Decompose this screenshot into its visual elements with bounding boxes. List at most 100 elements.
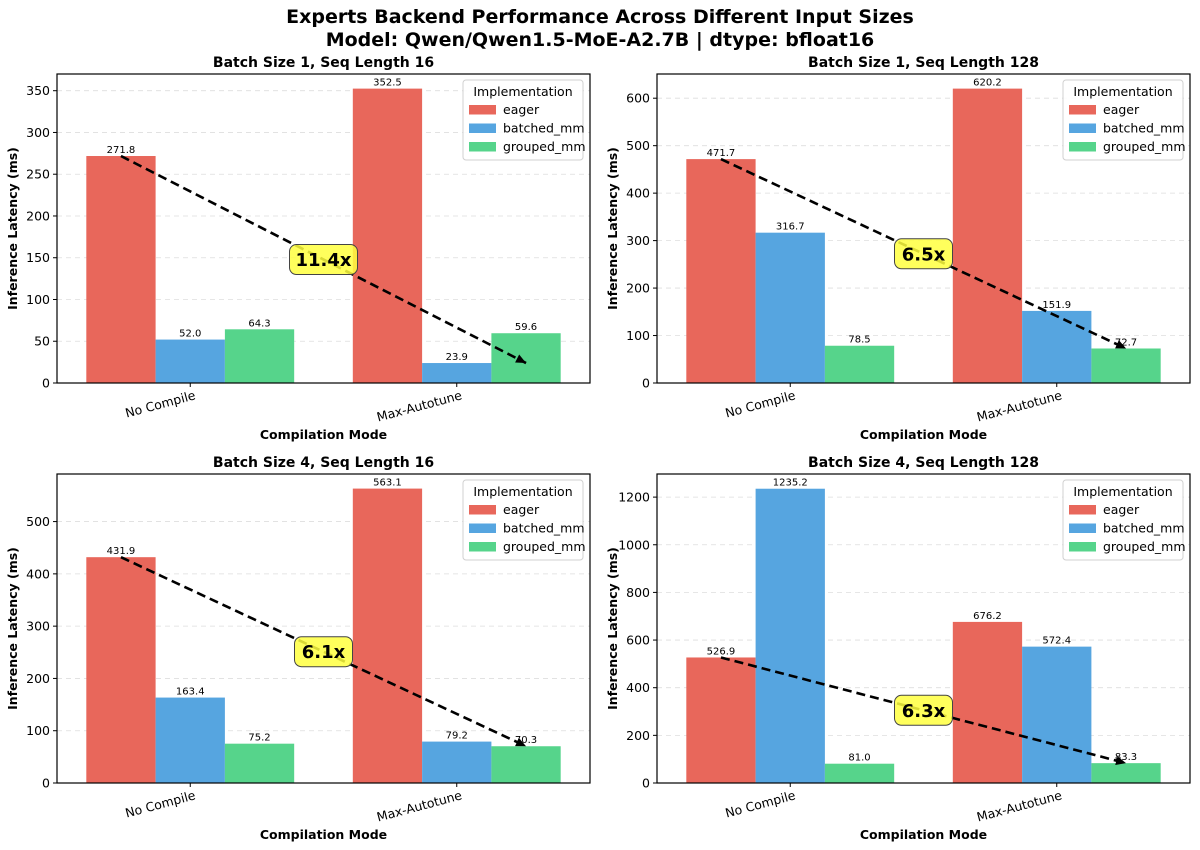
legend-swatch-eager	[1069, 105, 1096, 115]
bar-eager-0	[686, 657, 756, 783]
y-tick-label: 0	[642, 776, 650, 791]
value-label: 1235.2	[773, 478, 808, 489]
value-label: 81.0	[848, 753, 870, 764]
legend-swatch-grouped_mm	[469, 142, 496, 152]
y-axis-label: Inference Latency (ms)	[5, 147, 20, 310]
value-label: 676.2	[973, 611, 1002, 622]
y-tick-label: 1000	[618, 537, 650, 552]
legend: Implementation eager batched_mm grouped_mm	[1062, 479, 1186, 561]
legend-frame	[1062, 479, 1184, 561]
value-label: 572.4	[1042, 636, 1071, 647]
value-label: 64.3	[248, 318, 270, 329]
speedup-arrowhead	[1115, 756, 1127, 765]
bar-grouped_mm-0	[224, 329, 295, 383]
axes-frame	[56, 73, 591, 384]
legend-label-grouped_mm: grouped_mm	[503, 139, 586, 154]
y-tick-label: 200	[26, 208, 50, 223]
x-tick-label: Max-Autotune	[375, 387, 464, 424]
legend-label-eager: eager	[1103, 502, 1140, 517]
x-axis-label: Compilation Mode	[860, 827, 987, 842]
bar-grouped_mm-0	[224, 743, 295, 783]
y-tick-label: 100	[626, 328, 650, 343]
y-tick-label: 200	[26, 671, 50, 686]
value-label: 431.9	[107, 546, 136, 557]
y-tick-label: 0	[42, 776, 50, 791]
legend-label-grouped_mm: grouped_mm	[1103, 139, 1186, 154]
legend-label-eager: eager	[503, 102, 540, 117]
value-label: 78.5	[848, 335, 870, 346]
legend-swatch-eager	[1069, 505, 1096, 515]
y-tick-label: 250	[26, 167, 50, 182]
y-tick-label: 100	[26, 723, 50, 738]
bar-eager-1	[952, 621, 1023, 783]
x-tick-label: No Compile	[123, 787, 197, 820]
y-axis-label: Inference Latency (ms)	[5, 547, 20, 710]
speedup-badge	[894, 694, 953, 726]
y-tick-label: 300	[26, 125, 50, 140]
figure-title-line-1: Experts Backend Performance Across Diffe…	[286, 6, 914, 28]
x-axis-label: Compilation Mode	[260, 827, 387, 842]
bar-batched_mm-0	[755, 488, 825, 783]
legend-frame	[1062, 79, 1184, 161]
bar-eager-1	[352, 488, 423, 783]
y-tick-label: 100	[26, 292, 50, 307]
y-tick-label: 500	[26, 514, 50, 529]
speedup-arrowhead	[515, 354, 527, 364]
legend-swatch-grouped_mm	[469, 542, 496, 552]
value-label: 83.3	[1115, 752, 1137, 763]
speedup-label: 6.5x	[902, 244, 946, 265]
bar-eager-0	[86, 156, 156, 383]
y-tick-label: 800	[626, 585, 650, 600]
value-label: 79.2	[446, 731, 468, 742]
speedup-arrowhead	[1115, 340, 1127, 349]
x-tick-label: Max-Autotune	[975, 387, 1064, 424]
legend-label-eager: eager	[503, 502, 540, 517]
legend-frame	[462, 479, 584, 561]
subplot-3: 431.9 563.1 163.4 79.2 75.2 70.3 0 100 200 300 400…	[5, 455, 591, 842]
legend-swatch-eager	[469, 505, 496, 515]
y-tick-label: 400	[26, 566, 50, 581]
bar-batched_mm-0	[755, 232, 825, 383]
x-tick-label: Max-Autotune	[975, 787, 1064, 824]
value-label: 316.7	[776, 222, 805, 233]
value-label: 563.1	[373, 478, 402, 489]
legend-label-batched_mm: batched_mm	[503, 121, 585, 136]
x-tick-label: No Compile	[723, 387, 797, 420]
value-label: 526.9	[707, 646, 736, 657]
legend-title: Implementation	[1073, 84, 1172, 99]
bar-eager-0	[86, 557, 156, 783]
legend-swatch-batched_mm	[469, 123, 496, 133]
value-label: 271.8	[107, 145, 136, 156]
legend-label-grouped_mm: grouped_mm	[503, 539, 586, 554]
y-axis-label: Inference Latency (ms)	[605, 147, 620, 310]
bar-grouped_mm-1	[1091, 763, 1161, 783]
bar-batched_mm-1	[422, 741, 492, 783]
y-tick-label: 300	[626, 233, 650, 248]
legend: Implementation eager batched_mm grouped_mm	[462, 79, 586, 161]
subplot-title: Batch Size 1, Seq Length 128	[808, 55, 1039, 71]
legend-label-batched_mm: batched_mm	[1103, 521, 1185, 536]
subplot-1: 271.8 352.5 52.0 23.9 64.3 59.6 0 50 100 150 200 25…	[5, 55, 591, 442]
legend-title: Implementation	[473, 84, 572, 99]
subplot-title: Batch Size 4, Seq Length 16	[213, 455, 434, 471]
y-tick-label: 0	[42, 376, 50, 391]
value-label: 23.9	[446, 352, 468, 363]
legend: Implementation eager batched_mm grouped_mm	[462, 479, 586, 561]
legend-title: Implementation	[473, 484, 572, 499]
y-tick-label: 400	[626, 680, 650, 695]
legend-swatch-grouped_mm	[1069, 542, 1096, 552]
x-tick-label: Max-Autotune	[375, 787, 464, 824]
subplot-4: 526.9 676.2 1235.2 572.4 81.0 83.3 0 200 400 600 8…	[605, 455, 1191, 842]
speedup-label: 11.4x	[295, 250, 351, 271]
subplot-title: Batch Size 1, Seq Length 16	[213, 55, 434, 71]
axes-frame	[656, 473, 1191, 784]
y-axis-label: Inference Latency (ms)	[605, 547, 620, 710]
value-label: 52.0	[179, 329, 201, 340]
value-label: 352.5	[373, 78, 402, 89]
figure-title-line-2: Model: Qwen/Qwen1.5-MoE-A2.7B | dtype: b…	[325, 29, 875, 51]
value-label: 59.6	[515, 322, 537, 333]
y-tick-label: 0	[642, 376, 650, 391]
legend-label-eager: eager	[1103, 102, 1140, 117]
speedup-label: 6.1x	[302, 642, 346, 663]
legend-label-batched_mm: batched_mm	[1103, 121, 1185, 136]
